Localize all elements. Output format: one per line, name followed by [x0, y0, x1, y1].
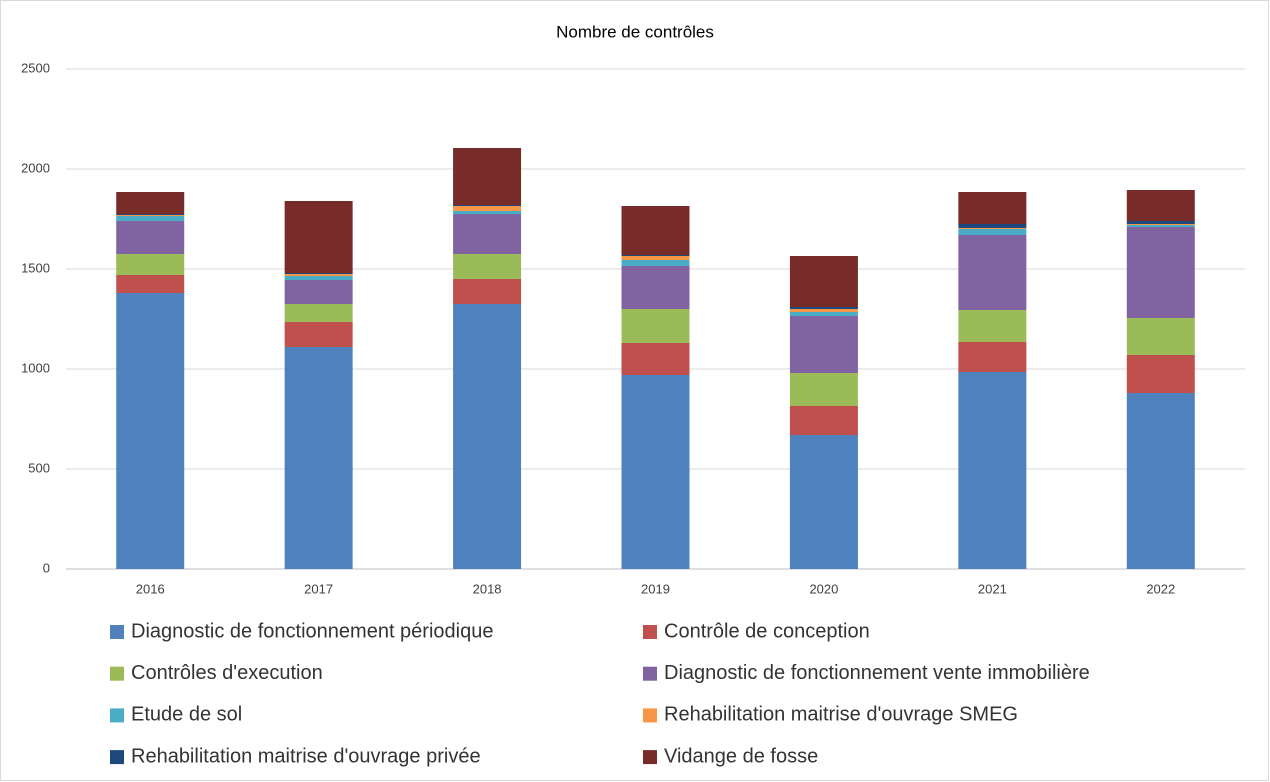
- y-tick-label: 1000: [21, 360, 50, 375]
- bar-segment: [116, 192, 185, 214]
- bar-segment: [789, 406, 858, 435]
- bar-segment: [284, 201, 353, 273]
- bar-segment: [621, 309, 690, 343]
- bar-segment: [958, 342, 1027, 372]
- x-tick-label: 2020: [809, 581, 838, 596]
- legend-label: Diagnostic de fonctionnement périodique: [131, 620, 493, 642]
- bar-segment: [789, 316, 858, 373]
- bar-segment: [116, 293, 185, 569]
- x-tick-label: 2018: [473, 581, 502, 596]
- bar-segment: [284, 280, 353, 304]
- x-tick-label: 2021: [978, 581, 1007, 596]
- x-tick-label: 2017: [304, 581, 333, 596]
- legend-label: Vidange de fosse: [664, 745, 818, 767]
- bar-segment: [284, 274, 353, 276]
- bar-segment: [621, 256, 690, 260]
- legend-swatch: [110, 708, 124, 723]
- bar-segment: [958, 229, 1027, 235]
- bar-segment: [116, 275, 185, 293]
- bar-segment: [621, 260, 690, 266]
- bar-segment: [284, 322, 353, 347]
- legend-label: Rehabilitation maitrise d'ouvrage SMEG: [664, 704, 1018, 726]
- bar-segment: [958, 192, 1027, 224]
- bar-segment: [1126, 227, 1195, 318]
- bar-segment: [789, 256, 858, 307]
- bar-segment: [621, 266, 690, 309]
- legend-label: Etude de sol: [131, 704, 242, 726]
- bar-segment: [789, 307, 858, 309]
- bar-segment: [789, 373, 858, 406]
- chart-title: Nombre de contrôles: [556, 22, 714, 41]
- x-tick-label: 2019: [641, 581, 670, 596]
- bar-segment: [1126, 224, 1195, 225]
- bar-segment: [453, 148, 522, 205]
- legend-swatch: [643, 625, 657, 639]
- legend-swatch: [643, 666, 657, 681]
- bar-segment: [1126, 225, 1195, 227]
- bar-segment: [284, 304, 353, 322]
- legend-label: Diagnostic de fonctionnement vente immob…: [664, 662, 1090, 684]
- bar-segment: [116, 214, 185, 215]
- bar-segment: [621, 206, 690, 255]
- legend-label: Contrôles d'execution: [131, 662, 323, 684]
- legend-swatch: [110, 625, 124, 639]
- bar-segment: [284, 276, 353, 280]
- bar-segment: [453, 214, 522, 254]
- legend-label: Contrôle de conception: [664, 620, 870, 642]
- bar-segment: [621, 255, 690, 256]
- bar-segment: [789, 309, 858, 312]
- bar-segment: [453, 206, 522, 211]
- bar-segment: [453, 304, 522, 569]
- bar-segment: [116, 221, 185, 254]
- bar-segment: [1126, 190, 1195, 221]
- bar-segment: [284, 273, 353, 274]
- bar-segment: [958, 235, 1027, 310]
- y-tick-label: 0: [43, 560, 50, 575]
- bar-segment: [958, 228, 1027, 229]
- bar-segment: [789, 312, 858, 316]
- bar-segment: [453, 254, 522, 279]
- x-tick-label: 2016: [136, 581, 165, 596]
- x-tick-label: 2022: [1146, 581, 1175, 596]
- bar-segment: [789, 435, 858, 569]
- y-tick-label: 2000: [21, 160, 50, 175]
- bar-segment: [116, 254, 185, 275]
- legend-label: Rehabilitation maitrise d'ouvrage privée: [131, 745, 481, 767]
- y-tick-label: 2500: [21, 60, 50, 75]
- bar-segment: [453, 211, 522, 214]
- legend-swatch: [110, 666, 124, 681]
- bar-segment: [453, 205, 522, 206]
- legend-swatch: [643, 708, 657, 723]
- legend-swatch: [110, 750, 124, 765]
- bar-segment: [621, 375, 690, 569]
- bar-segment: [958, 372, 1027, 569]
- bar-segment: [1126, 393, 1195, 569]
- bar-segment: [958, 224, 1027, 228]
- y-tick-label: 500: [28, 460, 50, 475]
- bar-segment: [284, 347, 353, 569]
- bar-segment: [116, 215, 185, 216]
- y-tick-label: 1500: [21, 260, 50, 275]
- bar-segment: [1126, 318, 1195, 355]
- bar-segment: [1126, 355, 1195, 393]
- bar-segment: [958, 310, 1027, 342]
- bar-segment: [621, 343, 690, 375]
- bar-segment: [453, 279, 522, 304]
- bar-segment: [116, 216, 185, 221]
- legend-swatch: [643, 750, 657, 765]
- bar-segment: [1126, 221, 1195, 224]
